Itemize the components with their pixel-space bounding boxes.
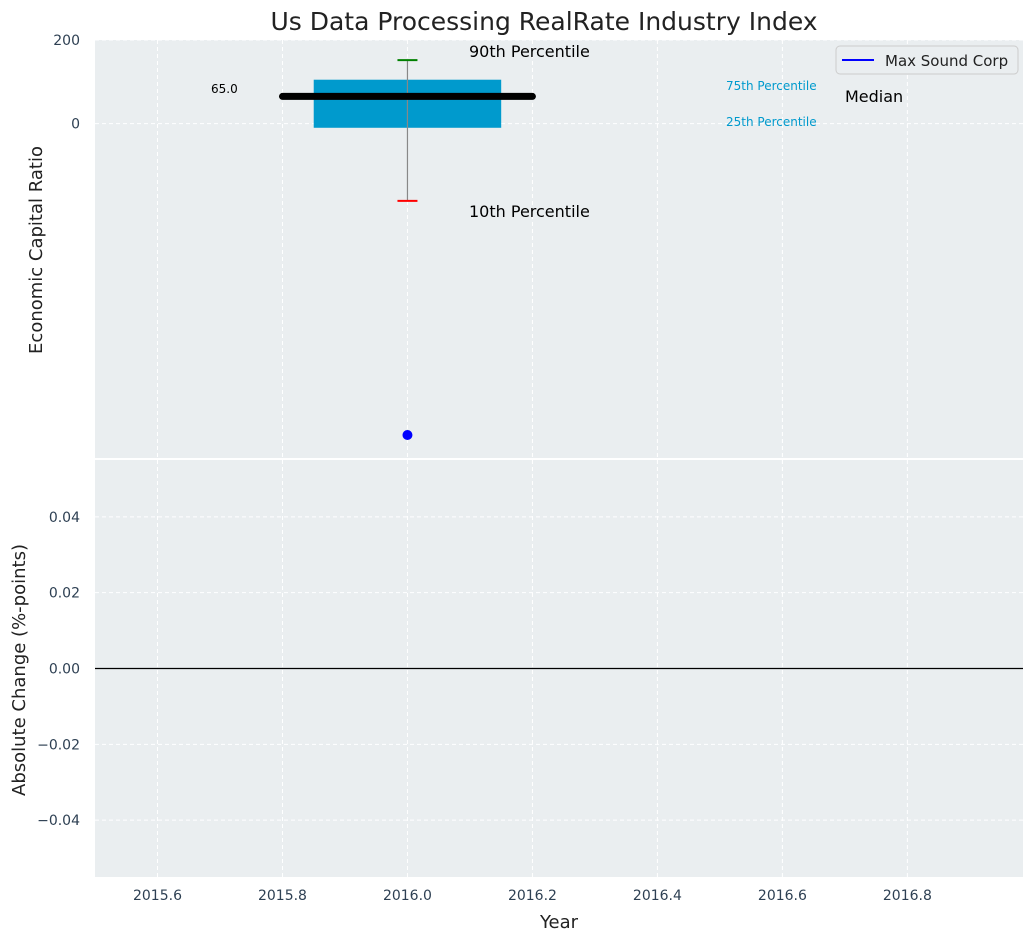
chart-title: Us Data Processing RealRate Industry Ind… (270, 7, 817, 36)
p25-annotation: 25th Percentile (726, 115, 817, 129)
x-tick-label: 2016.6 (758, 888, 807, 904)
top-y-axis-label: Economic Capital Ratio (26, 146, 47, 354)
p10-annotation: 10th Percentile (469, 202, 590, 221)
top-plot-area (95, 40, 1023, 458)
median-annotation: Median (845, 87, 903, 106)
max-sound-corp-point (402, 430, 413, 441)
x-tick-label: 2015.8 (258, 888, 307, 904)
bottom-y-tick-label: 0.00 (49, 662, 80, 678)
bottom-y-tick-label: 0.02 (49, 586, 80, 602)
x-tick-label: 2016.0 (383, 888, 432, 904)
x-axis-label: Year (539, 912, 579, 933)
top-y-tick-label: 200 (53, 33, 80, 49)
bottom-y-axis-label: Absolute Change (%-points) (9, 544, 30, 796)
top-y-tick-label: 0 (71, 117, 80, 133)
bottom-y-tick-label: −0.04 (37, 813, 80, 829)
legend-box (835, 45, 1019, 75)
legend: Max Sound Corp (835, 45, 1019, 75)
x-tick-label: 2015.6 (133, 888, 182, 904)
bottom-y-tick-label: 0.04 (49, 510, 80, 526)
x-tick-label: 2016.2 (508, 888, 557, 904)
median-value-label: 65.0 (211, 82, 238, 96)
legend-label-max-sound-corp: Max Sound Corp (885, 52, 1008, 70)
p90-annotation: 90th Percentile (469, 42, 590, 61)
p75-annotation: 75th Percentile (726, 79, 817, 93)
chart-marks (95, 59, 1023, 670)
bottom-y-tick-label: −0.02 (37, 737, 80, 753)
tick-labels: 0 200 −0.04 −0.02 0.00 0.02 0.04 2015.6 2015.8 20… (37, 33, 932, 904)
x-tick-label: 2016.8 (883, 888, 932, 904)
x-tick-label: 2016.4 (633, 888, 682, 904)
